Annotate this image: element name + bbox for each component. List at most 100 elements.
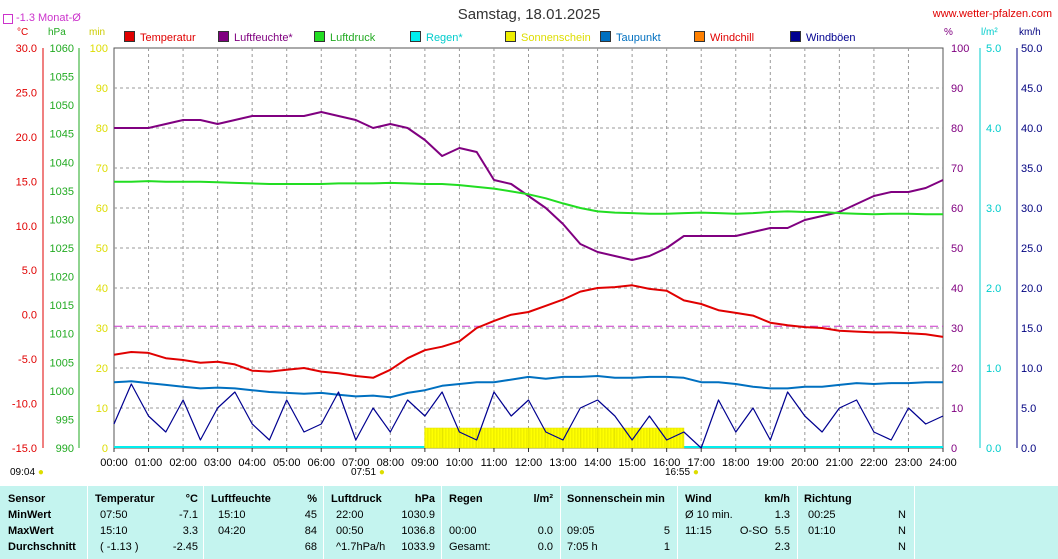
wind-value: 5.5 [774, 525, 790, 537]
rain-tick-label: 5.0 [986, 43, 1001, 55]
sunrise-marker: 07:51 ● [351, 467, 385, 478]
legend-swatch [694, 31, 705, 42]
humidity-value: 68 [304, 541, 317, 553]
temp-tick-label: -15.0 [12, 443, 37, 455]
sunshine-bar [649, 427, 667, 449]
header-rain: Regen [449, 493, 483, 505]
table-separator [441, 486, 442, 559]
x-tick-label: 19:00 [757, 457, 785, 469]
table-separator [914, 486, 915, 559]
x-tick-label: 23:00 [895, 457, 923, 469]
temp-value: -2.45 [172, 541, 198, 553]
header-pressure-unit: hPa [414, 493, 435, 505]
direction-value: N [898, 525, 906, 537]
sunrise-left-time: 09:04 [10, 467, 36, 478]
temp-tick-label: 20.0 [16, 132, 37, 144]
rain-time: Gesamt: [449, 541, 491, 553]
sunshine-value: 1 [663, 541, 670, 553]
wind-time: 11:15 [685, 525, 712, 537]
site-link[interactable]: www.wetter-pfalzen.com [932, 8, 1052, 20]
legend-item: Luftfeuchte* [218, 31, 293, 44]
humidity-value: 45 [304, 509, 317, 521]
sunshine-time: 09:05 [567, 525, 595, 537]
rain-time: 00:00 [449, 525, 477, 537]
temp-tick-label: -10.0 [12, 399, 37, 411]
header-wind-unit: km/h [764, 493, 790, 505]
wind-value: 1.3 [774, 509, 790, 521]
header-temperature: Temperatur [95, 493, 155, 505]
sunshine-tick-label: 90 [96, 83, 108, 95]
rain-tick-label: 1.0 [986, 363, 1001, 375]
pressure-tick-label: 1035 [50, 186, 74, 198]
legend-item: Windchill [694, 31, 754, 44]
pressure-tick-label: 1055 [50, 72, 74, 84]
series-line-taupunkt [113, 375, 943, 399]
weather-chart: 00:00 01:00 02:00 03:00 04:00 05:00 06:00 07:00… [12, 43, 1043, 469]
temp-unit: °C [17, 27, 29, 38]
series-line-windböen [113, 383, 944, 449]
humidity-tick-label: 70 [951, 163, 963, 175]
series-line-temperatur [113, 284, 944, 379]
humidity-tick-label: 60 [951, 203, 963, 215]
legend-item: Temperatur [124, 31, 196, 44]
row-label: MinWert [8, 509, 52, 521]
wind-time: Ø 10 min. [685, 509, 733, 521]
sunshine-value: 5 [663, 525, 670, 537]
temp-tick-label: 0.0 [22, 310, 37, 322]
header-sunshine: Sonnenschein min [567, 493, 665, 505]
sunshine-bar [441, 427, 460, 449]
sunshine-time: 7:05 h [567, 541, 598, 553]
legend-swatch [600, 31, 611, 42]
humidity-tick-label: 50 [951, 243, 963, 255]
direction-value: N [898, 541, 906, 553]
pressure-value: 1033.9 [401, 541, 435, 553]
temp-time: ( -1.13 ) [100, 541, 139, 553]
legend-item: Regen* [410, 31, 463, 44]
table-separator [677, 486, 678, 559]
x-tick-label: 17:00 [687, 457, 715, 469]
header-temperature-unit: °C [185, 493, 198, 505]
sunshine-bar [528, 427, 547, 449]
sunshine-bar [510, 427, 529, 449]
sunshine-tick-label: 50 [96, 243, 108, 255]
stats-table: Sensor Temperatur °C Luftfeuchte% Luftdruck h… [0, 486, 1058, 559]
sun-icon: ● [692, 467, 699, 478]
x-tick-label: 24:00 [929, 457, 957, 469]
wind-tick-label: 5.0 [1021, 403, 1036, 415]
x-tick-label: 09:00 [411, 457, 439, 469]
temp-tick-label: 15.0 [16, 176, 37, 188]
x-tick-label: 04:00 [238, 457, 266, 469]
pressure-tick-label: 1010 [50, 329, 74, 341]
x-tick-label: 03:00 [204, 457, 232, 469]
legend-item: Sonnenschein [505, 31, 591, 44]
pressure-time: 22:00 [336, 509, 364, 521]
monthly-average-marker [3, 14, 13, 24]
humidity-tick-label: 90 [951, 83, 963, 95]
legend-swatch [790, 31, 801, 42]
humidity-time: 15:10 [218, 509, 246, 521]
x-tick-label: 01:00 [135, 457, 163, 469]
legend-label: Regen* [426, 32, 463, 44]
x-tick-label: 05:00 [273, 457, 301, 469]
pressure-tick-label: 1045 [50, 129, 74, 141]
sunrise-time: 07:51 [351, 467, 377, 478]
pressure-tick-label: 1060 [50, 43, 74, 55]
chart-grid [113, 47, 944, 449]
series-lines [113, 111, 944, 449]
header-humidity: Luftfeuchte [211, 493, 271, 505]
x-tick-label: 00:00 [100, 457, 128, 469]
humidity-tick-label: 30 [951, 323, 963, 335]
wind-tick-label: 45.0 [1021, 83, 1042, 95]
sunshine-tick-label: 100 [90, 43, 108, 55]
sunshine-bars [424, 427, 685, 449]
sunshine-bar [666, 427, 685, 449]
legend-item: Taupunkt [600, 31, 661, 44]
humidity-unit: % [944, 27, 953, 38]
x-tick-label: 13:00 [549, 457, 577, 469]
pressure-tick-label: 1030 [50, 214, 74, 226]
sunset-marker: 16:55 ● [665, 467, 699, 478]
table-separator [560, 486, 561, 559]
legend-label: Temperatur [140, 32, 196, 44]
legend-label: Taupunkt [616, 32, 661, 44]
sunshine-bar [459, 427, 477, 449]
